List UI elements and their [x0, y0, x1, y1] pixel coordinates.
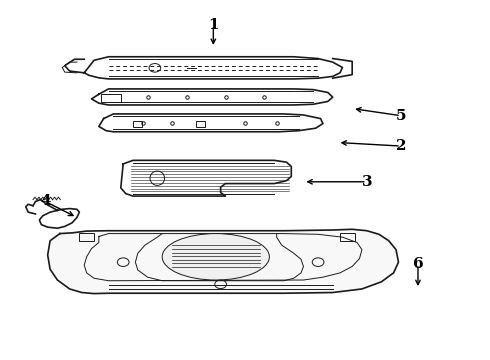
Ellipse shape	[150, 171, 165, 185]
Bar	[101, 94, 121, 102]
Text: 2: 2	[395, 139, 406, 153]
Polygon shape	[48, 229, 398, 294]
Bar	[196, 121, 205, 127]
Text: 4: 4	[40, 194, 50, 208]
Text: 5: 5	[395, 109, 406, 123]
Text: 3: 3	[362, 175, 372, 189]
Bar	[79, 233, 94, 241]
Ellipse shape	[162, 234, 270, 280]
Text: 6: 6	[413, 257, 423, 271]
Text: 1: 1	[208, 18, 219, 32]
Bar	[340, 233, 355, 241]
Bar	[133, 121, 142, 127]
